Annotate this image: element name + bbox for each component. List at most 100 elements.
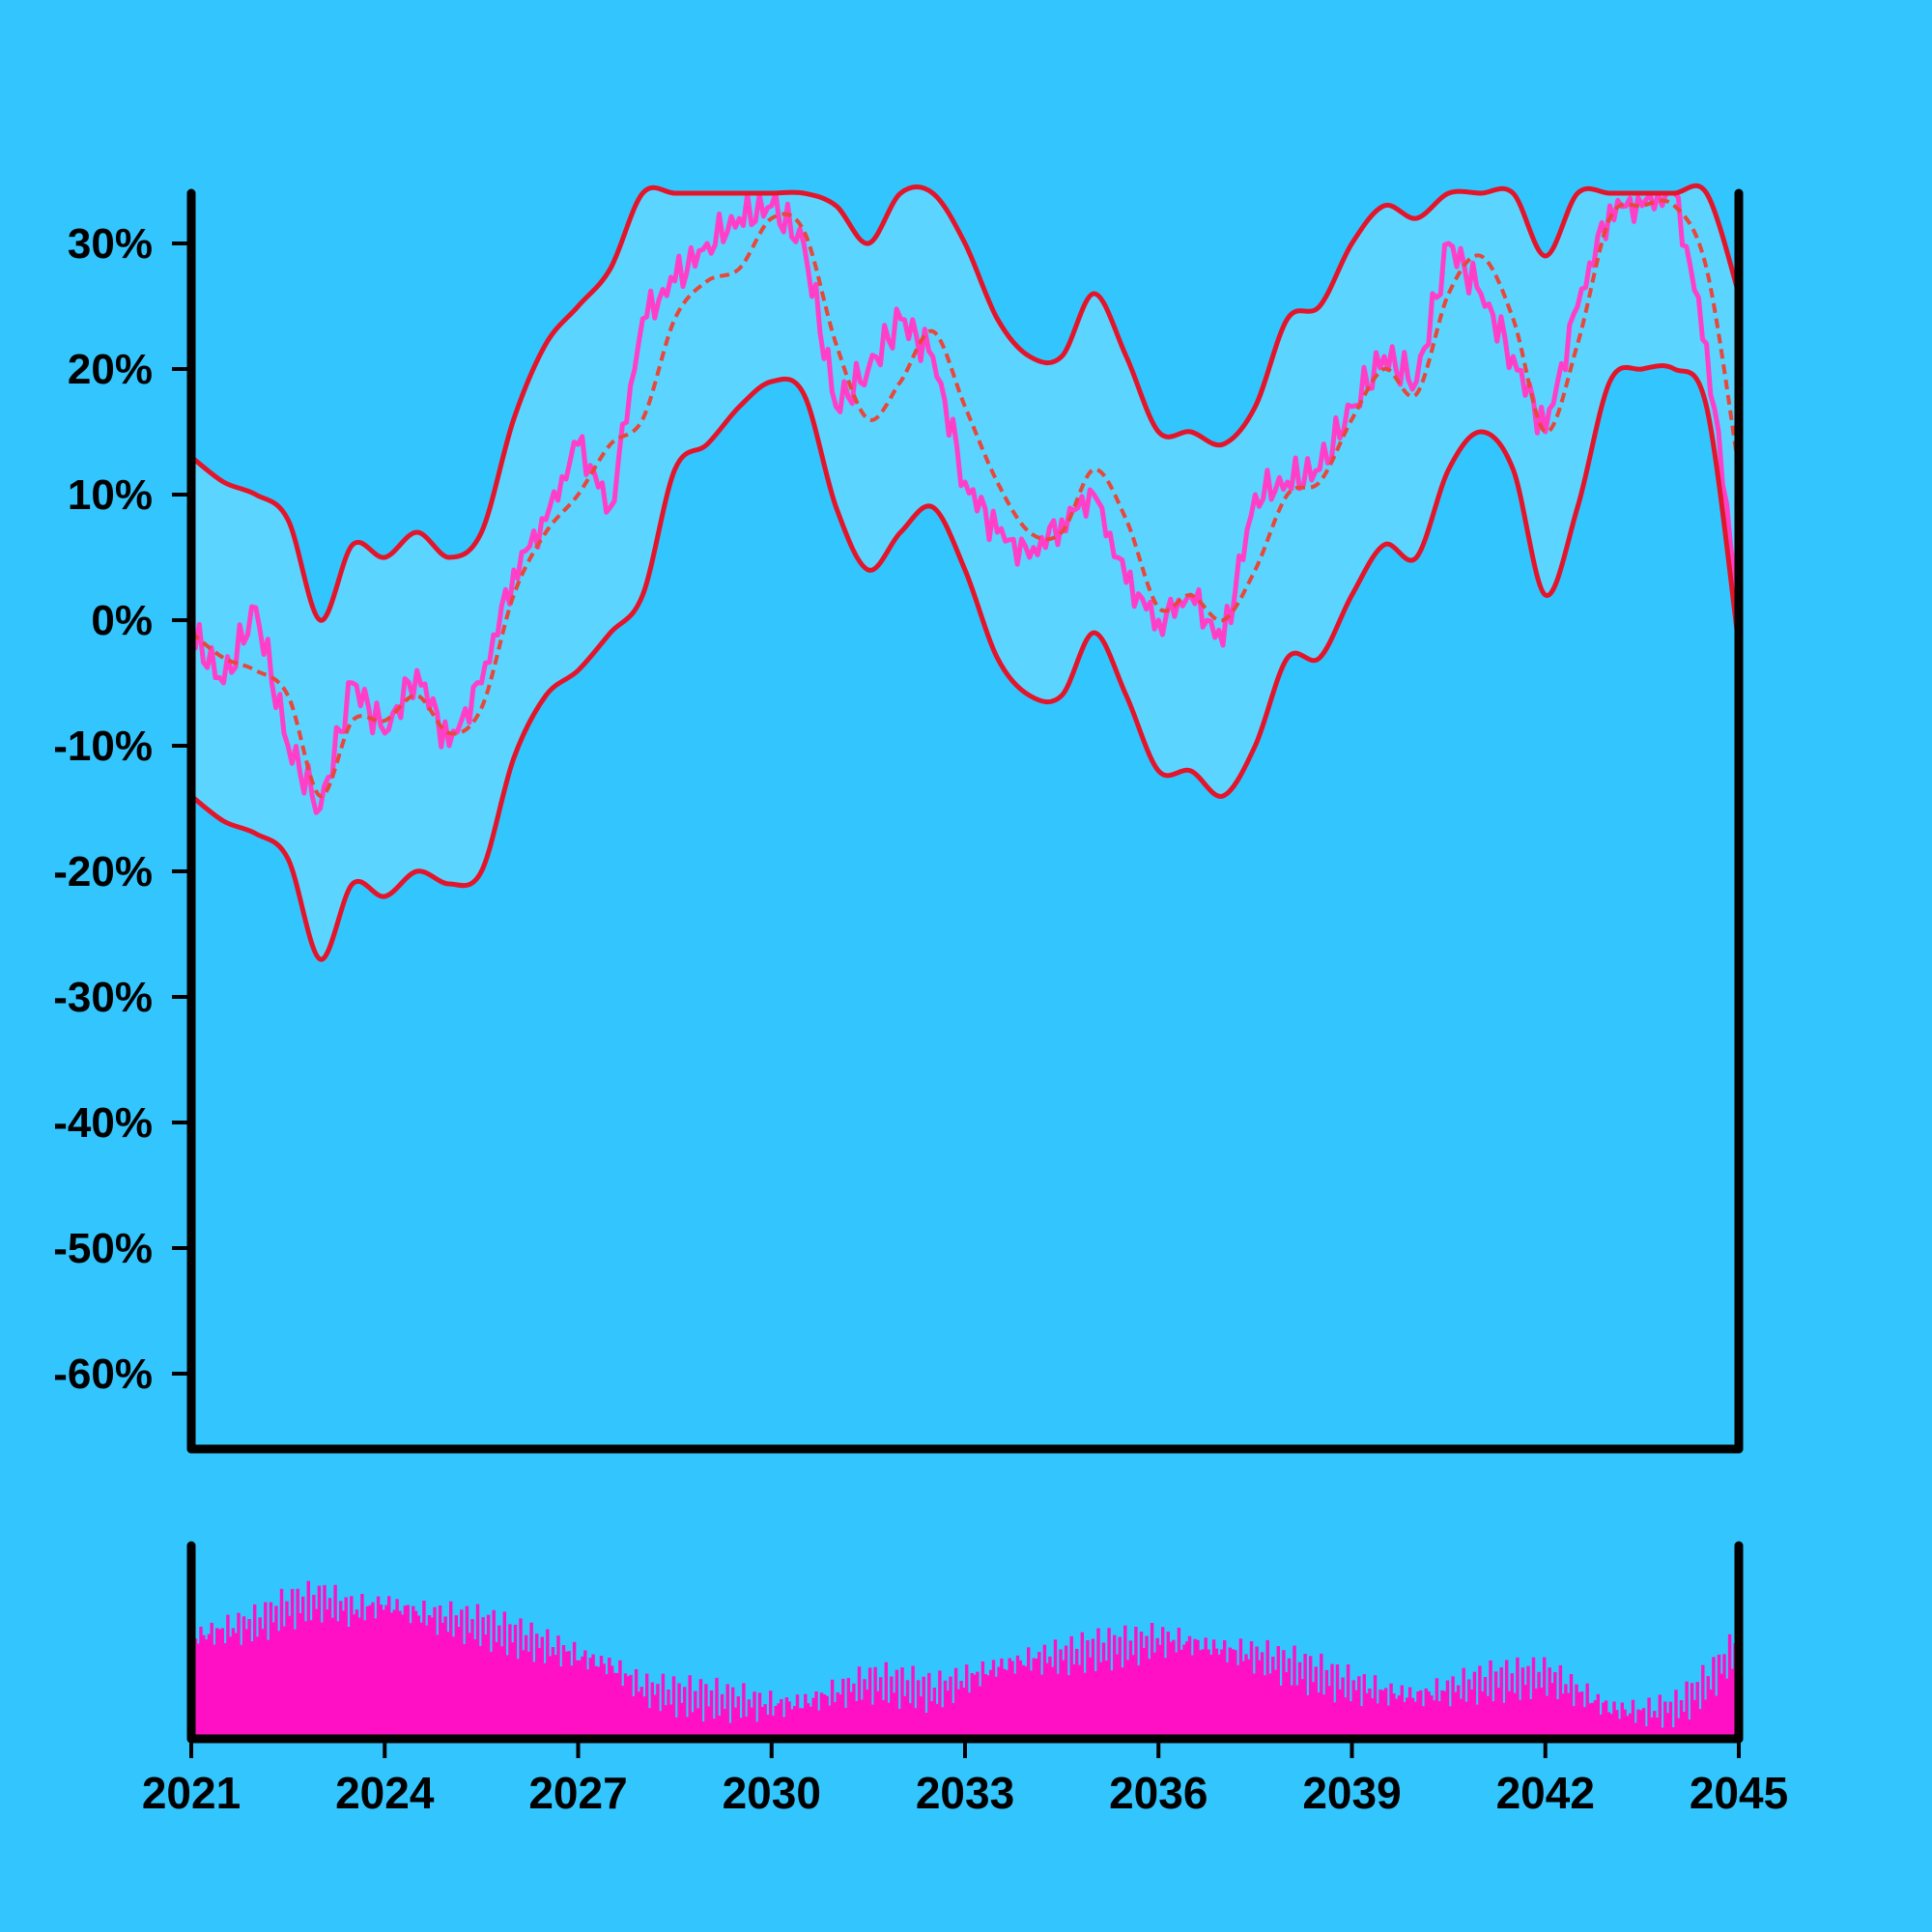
- volume-bar: [1636, 1709, 1640, 1739]
- volume-bar: [1677, 1718, 1681, 1739]
- volume-bar: [327, 1598, 332, 1739]
- volume-bar: [1443, 1690, 1447, 1739]
- volume-bar: [213, 1644, 216, 1739]
- volume-bar: [526, 1651, 531, 1739]
- volume-bar: [1137, 1664, 1141, 1739]
- volume-bar: [1072, 1663, 1076, 1739]
- volume-bar: [897, 1708, 901, 1739]
- volume-bar: [443, 1616, 447, 1739]
- volume-bar: [548, 1656, 553, 1739]
- volume-bar: [588, 1658, 592, 1739]
- volume-bar: [691, 1712, 695, 1739]
- volume-bar: [900, 1667, 904, 1739]
- volume-bar: [1371, 1698, 1375, 1739]
- volume-bar: [1695, 1682, 1699, 1739]
- volume-bar: [540, 1636, 544, 1739]
- volume-bar: [1249, 1641, 1254, 1739]
- volume-bar: [953, 1667, 958, 1739]
- volume-bar: [1341, 1677, 1345, 1739]
- volume-bar: [572, 1641, 577, 1739]
- volume-bar: [1121, 1667, 1124, 1739]
- volume-bar: [1145, 1635, 1149, 1739]
- volume-bar: [451, 1636, 456, 1739]
- volume-bar: [1555, 1699, 1560, 1739]
- volume-bar: [1010, 1661, 1014, 1739]
- x-tick-label: 2045: [1690, 1768, 1788, 1818]
- volume-bar: [1424, 1688, 1428, 1739]
- volume-bar: [1641, 1708, 1646, 1739]
- volume-bar: [1115, 1654, 1120, 1739]
- volume-bar: [416, 1615, 420, 1739]
- volume-bar: [911, 1665, 915, 1739]
- volume-bar: [938, 1670, 942, 1739]
- volume-bar: [1066, 1675, 1071, 1739]
- volume-bar: [1295, 1685, 1299, 1739]
- volume-bar: [781, 1717, 786, 1739]
- volume-bar: [1327, 1686, 1331, 1739]
- volume-bar: [1252, 1673, 1256, 1739]
- volume-bar: [204, 1639, 209, 1739]
- volume-bar: [1035, 1659, 1038, 1739]
- volume-bar: [1244, 1654, 1248, 1739]
- volume-bar: [956, 1689, 961, 1739]
- volume-bar: [1437, 1701, 1441, 1739]
- volume-bar: [1285, 1672, 1289, 1739]
- volume-bar: [949, 1676, 952, 1739]
- volume-bar: [725, 1684, 729, 1739]
- volume-bar: [932, 1688, 936, 1739]
- volume-bar: [511, 1642, 515, 1739]
- volume-bar: [440, 1623, 445, 1739]
- volume-bar: [806, 1703, 810, 1739]
- volume-bar: [1416, 1691, 1420, 1739]
- volume-bar: [543, 1662, 547, 1739]
- volume-bar: [1685, 1681, 1689, 1739]
- volume-bar: [1507, 1690, 1512, 1739]
- volume-bar: [677, 1683, 681, 1739]
- volume-bar: [202, 1634, 206, 1739]
- volume-bar: [436, 1634, 440, 1739]
- volume-bar: [1211, 1639, 1216, 1739]
- volume-bar: [1612, 1701, 1616, 1739]
- volume-bar: [1062, 1660, 1065, 1739]
- volume-bar: [365, 1605, 370, 1739]
- volume-bar: [1698, 1709, 1702, 1739]
- volume-bar: [484, 1634, 488, 1739]
- volume-bar: [704, 1684, 708, 1739]
- volume-bar: [288, 1615, 292, 1739]
- volume-bar: [597, 1666, 601, 1739]
- volume-bar: [1469, 1690, 1474, 1739]
- volume-bar: [326, 1609, 329, 1739]
- volume-bar: [1406, 1697, 1409, 1739]
- volume-bar: [750, 1707, 753, 1739]
- volume-bar: [578, 1660, 582, 1739]
- volume-bar: [532, 1662, 536, 1739]
- volume-bar: [843, 1707, 848, 1739]
- volume-bar: [1709, 1690, 1713, 1739]
- volume-bar: [712, 1719, 716, 1739]
- volume-bar: [608, 1658, 611, 1739]
- volume-bar: [1715, 1695, 1719, 1739]
- volume-bar: [320, 1622, 324, 1739]
- volume-bar: [1091, 1638, 1095, 1739]
- volume-bar: [1403, 1702, 1406, 1739]
- volume-bar: [970, 1673, 974, 1739]
- volume-bar: [298, 1613, 302, 1739]
- volume-bar: [1365, 1692, 1369, 1739]
- volume-bar: [1722, 1654, 1726, 1739]
- volume-bar: [1064, 1645, 1068, 1739]
- volume-bar: [1263, 1675, 1267, 1739]
- volume-bar: [1300, 1679, 1305, 1739]
- volume-bar: [669, 1704, 673, 1739]
- volume-bar: [941, 1707, 945, 1739]
- volume-bar: [1096, 1628, 1100, 1739]
- volume-bar: [1086, 1640, 1090, 1739]
- volume-bar: [1018, 1660, 1022, 1739]
- volume-bar: [1529, 1698, 1533, 1739]
- volume-bar: [1486, 1695, 1490, 1739]
- volume-bar: [1056, 1673, 1060, 1739]
- volume-bar: [661, 1673, 666, 1739]
- volume-bar: [1435, 1678, 1439, 1739]
- volume-bar: [293, 1629, 298, 1739]
- volume-bar: [1440, 1690, 1444, 1739]
- volume-bar: [997, 1666, 1001, 1739]
